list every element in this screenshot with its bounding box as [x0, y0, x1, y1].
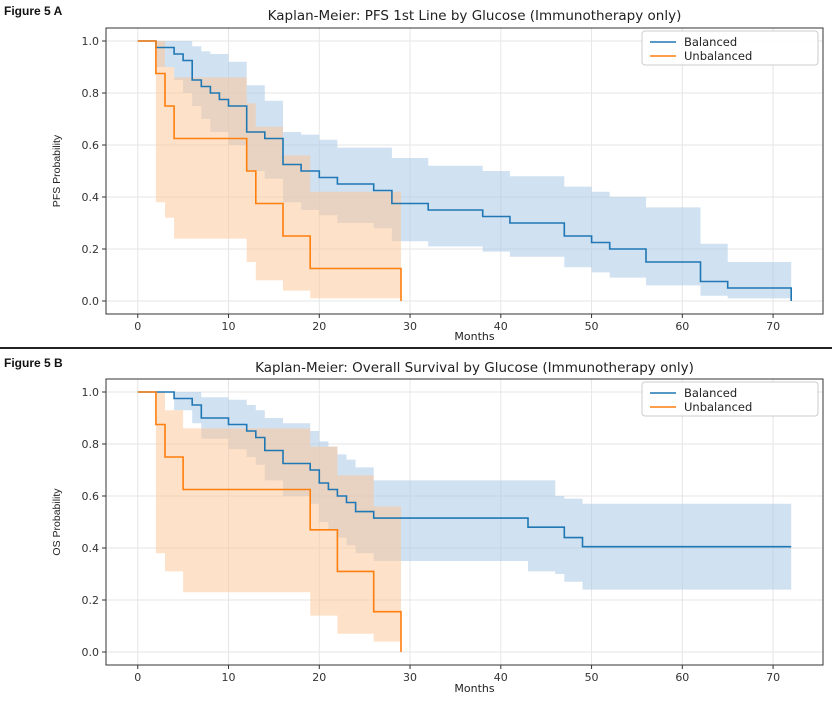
survival-line-unbalanced	[137, 40, 402, 301]
y-tick-label: 0.2	[82, 243, 100, 256]
y-axis-label: OS Probability	[51, 488, 63, 556]
legend-label-unbalanced: Unbalanced	[684, 49, 752, 63]
y-tick-label: 0.0	[82, 646, 100, 659]
legend-box	[641, 381, 819, 417]
x-tick-label: 30	[403, 320, 417, 333]
km-os-chart: 0 10 20 30 40 50 60 70 0.0 0.2 0.4 0.6 0.8 1.0 Kaplan-…	[51, 360, 824, 695]
y-tick-label: 0.4	[82, 191, 100, 204]
figure-5a-panel: Figure 5 A 0 10 20 30 40 50 60 70 0.0 0.2 0.4 0.6 0.…	[0, 0, 832, 346]
x-tick-label: 60	[675, 671, 689, 684]
x-tick-label: 30	[403, 671, 417, 684]
x-tick-label: 20	[312, 320, 326, 333]
x-tick-label: 50	[585, 671, 599, 684]
legend-label-balanced: Balanced	[684, 35, 737, 49]
x-tick-label: 40	[494, 320, 508, 333]
survival-line-balanced	[137, 40, 792, 301]
plot-frame	[105, 378, 824, 666]
x-tick-label: 70	[766, 671, 780, 684]
x-tick-label: 70	[766, 320, 780, 333]
y-tick-label: 0.8	[82, 87, 100, 100]
figure-label: Figure 5 A	[4, 4, 63, 18]
x-tick-label: 10	[222, 671, 236, 684]
figure-label: Figure 5 B	[4, 356, 63, 370]
y-tick-label: 0.8	[82, 438, 100, 451]
y-tick-label: 0.4	[82, 542, 100, 555]
figure-5b-panel: Figure 5 B 0 10 20 30 40 50 60 70 0.0 0.2 0.4 0.6 0.…	[0, 352, 832, 704]
x-tick-label: 40	[494, 671, 508, 684]
ci-band-balanced	[137, 41, 792, 301]
y-tick-label: 0.0	[82, 295, 100, 308]
x-tick-label: 60	[675, 320, 689, 333]
chart-title: Kaplan-Meier: Overall Survival by Glucos…	[255, 360, 694, 376]
km-pfs-chart: 0 10 20 30 40 50 60 70 0.0 0.2 0.4 0.6 0.8 1.0 Kaplan-…	[51, 8, 824, 343]
y-tick-label: 0.6	[82, 490, 100, 503]
x-tick-label: 0	[134, 320, 141, 333]
survival-line-balanced	[137, 391, 792, 548]
y-axis-label: PFS Probability	[51, 134, 63, 207]
chart-title: Kaplan-Meier: PFS 1st Line by Glucose (I…	[268, 8, 682, 24]
survival-line-unbalanced	[137, 391, 402, 652]
plot-frame	[105, 27, 824, 315]
legend-box	[641, 30, 819, 66]
x-tick-label: 20	[312, 671, 326, 684]
y-tick-label: 1.0	[82, 35, 100, 48]
x-tick-label: 50	[585, 320, 599, 333]
x-axis-label: Months	[454, 330, 494, 343]
x-axis-label: Months	[454, 682, 494, 695]
legend-label-balanced: Balanced	[684, 386, 737, 400]
figure-divider	[0, 347, 832, 349]
y-tick-label: 0.2	[82, 594, 100, 607]
ci-band-unbalanced	[137, 41, 402, 301]
x-tick-label: 10	[222, 320, 236, 333]
legend-label-unbalanced: Unbalanced	[684, 400, 752, 414]
y-tick-label: 0.6	[82, 139, 100, 152]
ci-band-unbalanced	[137, 392, 402, 652]
x-tick-label: 0	[134, 671, 141, 684]
y-tick-label: 1.0	[82, 386, 100, 399]
